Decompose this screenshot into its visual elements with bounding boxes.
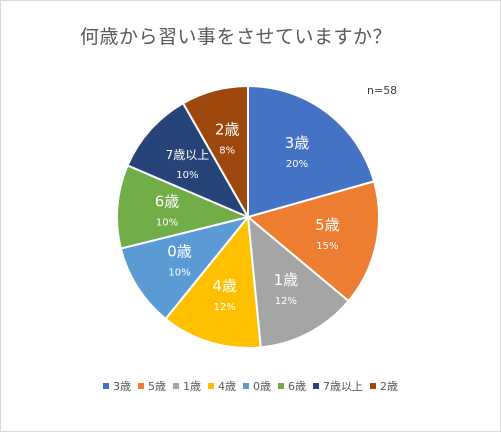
slice-percent-label: 10% [168, 268, 190, 279]
legend-swatch [173, 383, 179, 389]
legend-swatch [370, 383, 376, 389]
legend-item: 6歳 [278, 378, 306, 394]
legend-item: 7歳以上 [313, 378, 363, 394]
legend-item: 1歳 [173, 378, 201, 394]
legend-label: 6歳 [288, 380, 306, 393]
chart-legend: 3歳 5歳 1歳 4歳 0歳 6歳 7歳以上 2歳 [0, 378, 501, 394]
slice-category-label: 7歳以上 [166, 148, 210, 162]
pie-slice-5 [119, 215, 251, 321]
slice-percent-label: 15% [316, 241, 338, 252]
sample-size-note: n=58 [367, 84, 398, 97]
slice-category-label: 6歳 [155, 192, 180, 210]
legend-item: 0歳 [243, 378, 271, 394]
slice-percent-label: 20% [286, 159, 308, 170]
legend-swatch [138, 383, 144, 389]
slice-category-label: 0歳 [167, 243, 192, 261]
slice-percent-label: 12% [275, 296, 297, 307]
pie-slice-8 [181, 84, 249, 221]
legend-item: 2歳 [370, 378, 398, 394]
slice-percent-label: 10% [156, 217, 178, 228]
slice-category-label: 5歳 [315, 216, 340, 234]
pie-slice-3 [246, 214, 350, 349]
slice-category-label: 3歳 [285, 134, 310, 152]
legend-swatch [278, 383, 284, 389]
slice-percent-label: 12% [214, 302, 236, 313]
slice-category-label: 2歳 [215, 121, 240, 139]
legend-label: 3歳 [113, 380, 131, 393]
slice-percent-label: 10% [176, 170, 198, 181]
legend-swatch [103, 383, 109, 389]
pie-slice-4 [164, 214, 262, 349]
legend-label: 5歳 [148, 380, 166, 393]
legend-label: 7歳以上 [323, 380, 363, 393]
pie-slice-2 [245, 180, 380, 303]
chart-title: 何歳から習い事をさせていますか？ [80, 26, 393, 48]
legend-label: 4歳 [218, 380, 236, 393]
legend-item: 3歳 [103, 378, 131, 394]
legend-swatch [313, 383, 319, 389]
legend-swatch [208, 383, 214, 389]
slice-percent-label: 8% [219, 146, 235, 157]
pie-slice-1 [247, 84, 376, 219]
legend-item: 5歳 [138, 378, 166, 394]
slice-category-label: 1歳 [274, 271, 299, 289]
legend-item: 4歳 [208, 378, 236, 394]
legend-swatch [243, 383, 249, 389]
pie-slice-7 [126, 101, 251, 220]
legend-label: 0歳 [253, 380, 271, 393]
slice-category-label: 4歳 [212, 277, 237, 295]
legend-label: 2歳 [380, 380, 398, 393]
legend-label: 1歳 [183, 380, 201, 393]
pie-slice-6 [116, 164, 252, 250]
